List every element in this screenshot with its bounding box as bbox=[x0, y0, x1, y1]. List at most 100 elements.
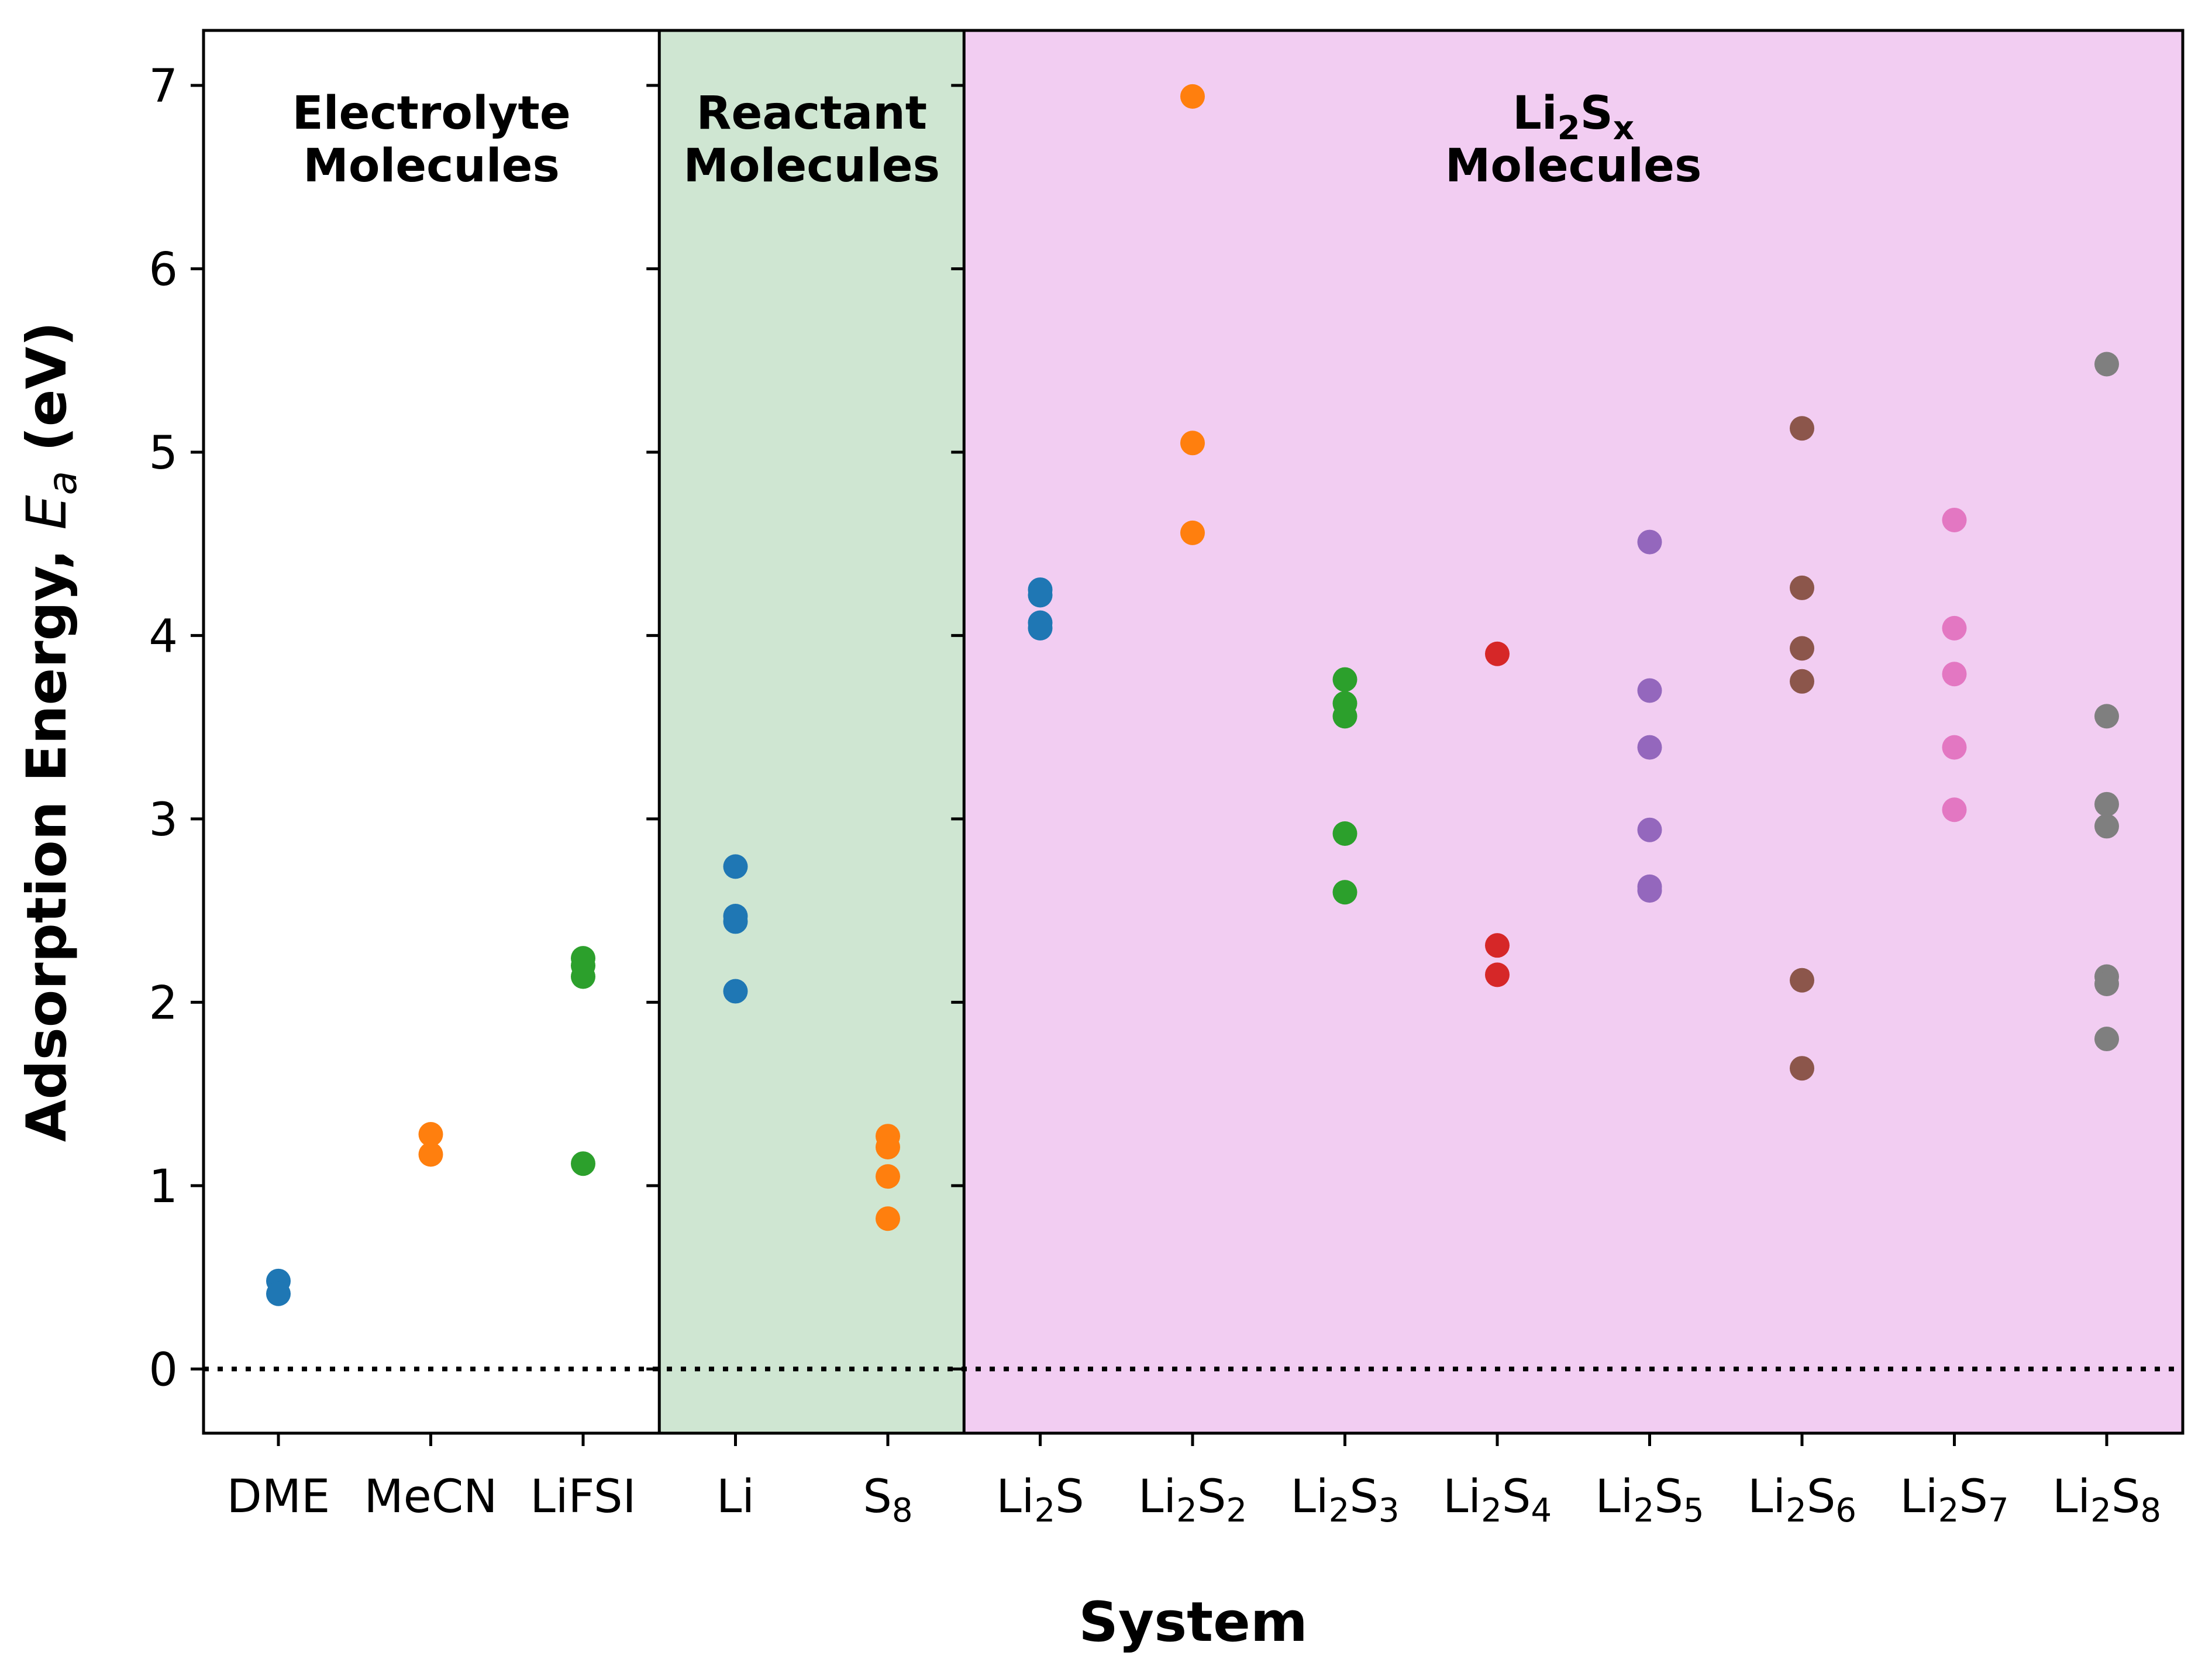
x-tick-label-part: LiFSI bbox=[530, 1471, 636, 1523]
y-tick-label: 7 bbox=[149, 60, 178, 113]
data-point bbox=[1790, 575, 1814, 600]
region-title-part: Li bbox=[1512, 87, 1557, 140]
data-point bbox=[1332, 704, 1357, 729]
data-point bbox=[2094, 352, 2119, 377]
data-point bbox=[876, 1134, 900, 1159]
x-tick-label: Li2S7 bbox=[1900, 1471, 2008, 1530]
data-point bbox=[1485, 933, 1510, 958]
y-tick-label: 3 bbox=[149, 794, 178, 846]
data-point bbox=[1790, 416, 1814, 441]
data-point bbox=[418, 1142, 443, 1167]
data-point bbox=[1942, 507, 1967, 532]
x-tick-label-sub: 4 bbox=[1531, 1492, 1552, 1530]
x-tick-label-part: S bbox=[1502, 1471, 1531, 1523]
data-point bbox=[1637, 735, 1662, 760]
data-point bbox=[1637, 678, 1662, 703]
x-tick-label: DME bbox=[227, 1471, 330, 1523]
x-tick-label: Li2S bbox=[996, 1471, 1084, 1530]
data-point bbox=[2094, 1027, 2119, 1052]
data-point bbox=[1637, 817, 1662, 842]
data-point bbox=[1180, 431, 1205, 456]
x-tick-label-part: Li bbox=[1900, 1471, 1938, 1523]
region-title-line: Molecules bbox=[683, 140, 940, 192]
x-tick-label-sub: 5 bbox=[1683, 1492, 1704, 1530]
data-point bbox=[723, 854, 748, 879]
region-title-line: Molecules bbox=[303, 140, 560, 192]
x-tick-label-part: Li bbox=[1290, 1471, 1328, 1523]
x-tick-label-sub: 6 bbox=[1835, 1492, 1856, 1530]
data-point bbox=[1790, 669, 1814, 694]
x-tick-label-part: Li bbox=[716, 1471, 754, 1523]
x-axis-title: System bbox=[1079, 1591, 1308, 1654]
data-point bbox=[876, 1206, 900, 1231]
data-point bbox=[1485, 641, 1510, 666]
data-point bbox=[1637, 878, 1662, 903]
region-title-0: Electrolyte Molecules bbox=[292, 87, 570, 192]
data-point bbox=[1180, 520, 1205, 545]
x-tick-label: Li bbox=[716, 1471, 754, 1523]
data-point bbox=[1942, 615, 1967, 641]
axes-layer bbox=[191, 29, 2185, 1446]
region-title-line: Reactant bbox=[696, 87, 927, 140]
region-title-part: S bbox=[1580, 87, 1613, 140]
x-tick-label: Li2S6 bbox=[1748, 1471, 1856, 1530]
y-tick-label: 1 bbox=[149, 1161, 178, 1213]
x-tick-label-sub: 7 bbox=[1988, 1492, 2009, 1530]
data-point bbox=[1332, 880, 1357, 905]
y-axis-title-var: E bbox=[15, 495, 79, 530]
x-tick-label-sub: 2 bbox=[1034, 1492, 1055, 1530]
data-point bbox=[723, 909, 748, 934]
y-axis-title: Adsorption Energy, Ea (eV) bbox=[15, 322, 85, 1142]
data-point bbox=[876, 1164, 900, 1189]
region-background-2 bbox=[964, 30, 2183, 1433]
data-point bbox=[1790, 968, 1814, 993]
data-point bbox=[418, 1122, 443, 1147]
points-layer bbox=[266, 84, 2119, 1306]
x-tick-label-sub: 2 bbox=[1786, 1492, 1807, 1530]
data-point bbox=[1332, 667, 1357, 692]
x-tick-label-part: S bbox=[1807, 1471, 1836, 1523]
x-tick-label-part: Li bbox=[1443, 1471, 1481, 1523]
y-tick-label: 4 bbox=[149, 610, 178, 663]
x-tick-label-part: S bbox=[863, 1471, 892, 1523]
x-tick-label-part: MeCN bbox=[364, 1471, 497, 1523]
x-tick-label-sub: 2 bbox=[1329, 1492, 1350, 1530]
region-title-line: Molecules bbox=[1445, 140, 1702, 192]
regions-layer bbox=[204, 30, 2183, 1433]
x-tick-label-part: Li bbox=[1748, 1471, 1786, 1523]
data-point bbox=[1332, 821, 1357, 846]
y-axis-title-part: Adsorption Energy, bbox=[15, 530, 79, 1142]
x-tick-label-sub: 2 bbox=[1226, 1492, 1247, 1530]
region-background-0 bbox=[204, 30, 660, 1433]
x-tick-label-part: Li bbox=[2052, 1471, 2090, 1523]
x-tick-label-part: Li bbox=[996, 1471, 1034, 1523]
region-background-1 bbox=[659, 30, 964, 1433]
y-tick-label: 5 bbox=[149, 427, 178, 480]
x-tick-label-part: Li bbox=[1595, 1471, 1633, 1523]
region-title-2: Li2Sx Molecules bbox=[1445, 87, 1702, 192]
x-tick-label-part: DME bbox=[227, 1471, 330, 1523]
data-point bbox=[2094, 791, 2119, 817]
region-title-1: Reactant Molecules bbox=[683, 87, 940, 192]
x-tick-label-part: Li bbox=[1138, 1471, 1176, 1523]
data-point bbox=[1942, 797, 1967, 822]
data-point bbox=[723, 979, 748, 1004]
x-tick-label-sub: 2 bbox=[1176, 1492, 1197, 1530]
region-title-sub: 2 bbox=[1558, 109, 1580, 147]
x-tick-label: Li2S3 bbox=[1290, 1471, 1399, 1530]
region-title-line: Electrolyte bbox=[292, 87, 570, 140]
y-tick-label: 0 bbox=[149, 1344, 178, 1396]
x-tick-label: Li2S4 bbox=[1443, 1471, 1552, 1530]
x-tick-label-sub: 2 bbox=[2090, 1492, 2111, 1530]
x-tick-label: MeCN bbox=[364, 1471, 497, 1523]
x-tick-label-part: S bbox=[1197, 1471, 1226, 1523]
region-title-sub: x bbox=[1613, 109, 1634, 147]
data-point bbox=[2094, 814, 2119, 839]
data-point bbox=[1485, 962, 1510, 987]
data-point bbox=[2094, 704, 2119, 729]
y-tick-label: 6 bbox=[149, 244, 178, 297]
data-point bbox=[1028, 583, 1053, 608]
x-tick-label-sub: 3 bbox=[1379, 1492, 1400, 1530]
data-point bbox=[1942, 662, 1967, 687]
